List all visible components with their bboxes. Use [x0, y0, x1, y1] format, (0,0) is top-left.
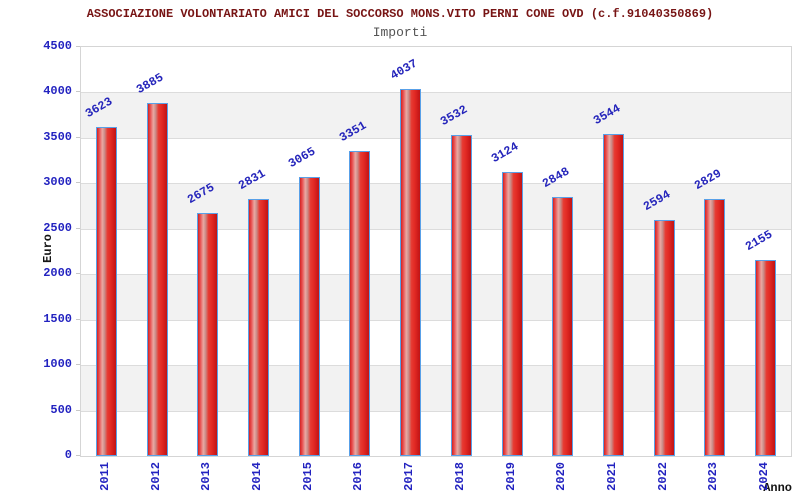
- gridline: [81, 138, 791, 139]
- y-tick-label: 1500: [43, 311, 72, 326]
- chart-subtitle: Importi: [372, 25, 428, 40]
- y-tick-mark: [76, 228, 80, 229]
- x-tick-label: 2021: [605, 462, 619, 491]
- plot-area: [80, 46, 792, 457]
- gridline: [81, 183, 791, 184]
- x-tick-label: 2018: [452, 462, 467, 491]
- x-tick-label: 2020: [554, 462, 569, 491]
- x-tick-label: 2014: [250, 462, 264, 491]
- bar: [755, 260, 777, 456]
- y-tick-label: 4000: [43, 84, 72, 99]
- y-tick-label: 3500: [43, 129, 72, 144]
- gridline: [81, 229, 791, 230]
- y-axis-title: Euro: [41, 234, 55, 263]
- y-tick-label: 4500: [43, 39, 72, 53]
- y-tick-label: 2500: [43, 220, 72, 235]
- y-tick-label: 3000: [43, 175, 72, 190]
- y-tick-mark: [76, 46, 80, 47]
- bar: [501, 172, 523, 456]
- bar: [400, 89, 422, 456]
- y-tick-mark: [76, 182, 80, 183]
- y-tick-mark: [76, 137, 80, 138]
- bar: [298, 177, 320, 456]
- bar: [95, 127, 117, 456]
- gridline: [81, 274, 791, 275]
- x-tick-label: 2019: [503, 462, 518, 491]
- y-tick-mark: [76, 273, 80, 274]
- grid-band: [81, 183, 791, 229]
- x-axis-title: Anno: [763, 481, 792, 495]
- bar: [653, 220, 675, 456]
- grid-band: [81, 274, 791, 320]
- x-tick-label: 2023: [706, 462, 721, 491]
- bar: [704, 199, 726, 456]
- x-tick-label: 2015: [300, 462, 315, 491]
- gridline: [81, 365, 791, 366]
- x-tick-label: 2012: [148, 462, 163, 491]
- x-tick-label: 2024: [757, 462, 772, 491]
- x-tick-label: 2022: [655, 462, 670, 491]
- bar: [603, 134, 624, 456]
- x-tick-label: 2011: [97, 462, 112, 491]
- grid-band: [81, 365, 791, 411]
- gridline: [81, 92, 791, 93]
- x-tick-label: 2016: [351, 462, 366, 491]
- y-tick-mark: [76, 410, 80, 411]
- bar: [349, 151, 371, 456]
- gridline: [81, 320, 791, 321]
- y-tick-label: 500: [50, 402, 72, 417]
- bar: [248, 199, 269, 456]
- bar: [552, 197, 574, 456]
- y-tick-label: 0: [64, 448, 72, 462]
- gridline: [81, 411, 791, 412]
- bar: [197, 213, 219, 456]
- y-tick-mark: [76, 364, 80, 365]
- chart-title: ASSOCIAZIONE VOLONTARIATO AMICI DEL SOCC…: [86, 7, 714, 21]
- bar: [450, 135, 472, 456]
- y-tick-label: 2000: [43, 266, 72, 281]
- bar: [146, 103, 168, 456]
- grid-band: [81, 92, 791, 138]
- y-tick-mark: [76, 319, 80, 320]
- x-tick-label: 2013: [199, 462, 214, 491]
- y-tick-mark: [76, 455, 80, 456]
- x-tick-label: 2017: [402, 462, 417, 491]
- y-tick-label: 1000: [43, 357, 72, 372]
- y-tick-mark: [76, 91, 80, 92]
